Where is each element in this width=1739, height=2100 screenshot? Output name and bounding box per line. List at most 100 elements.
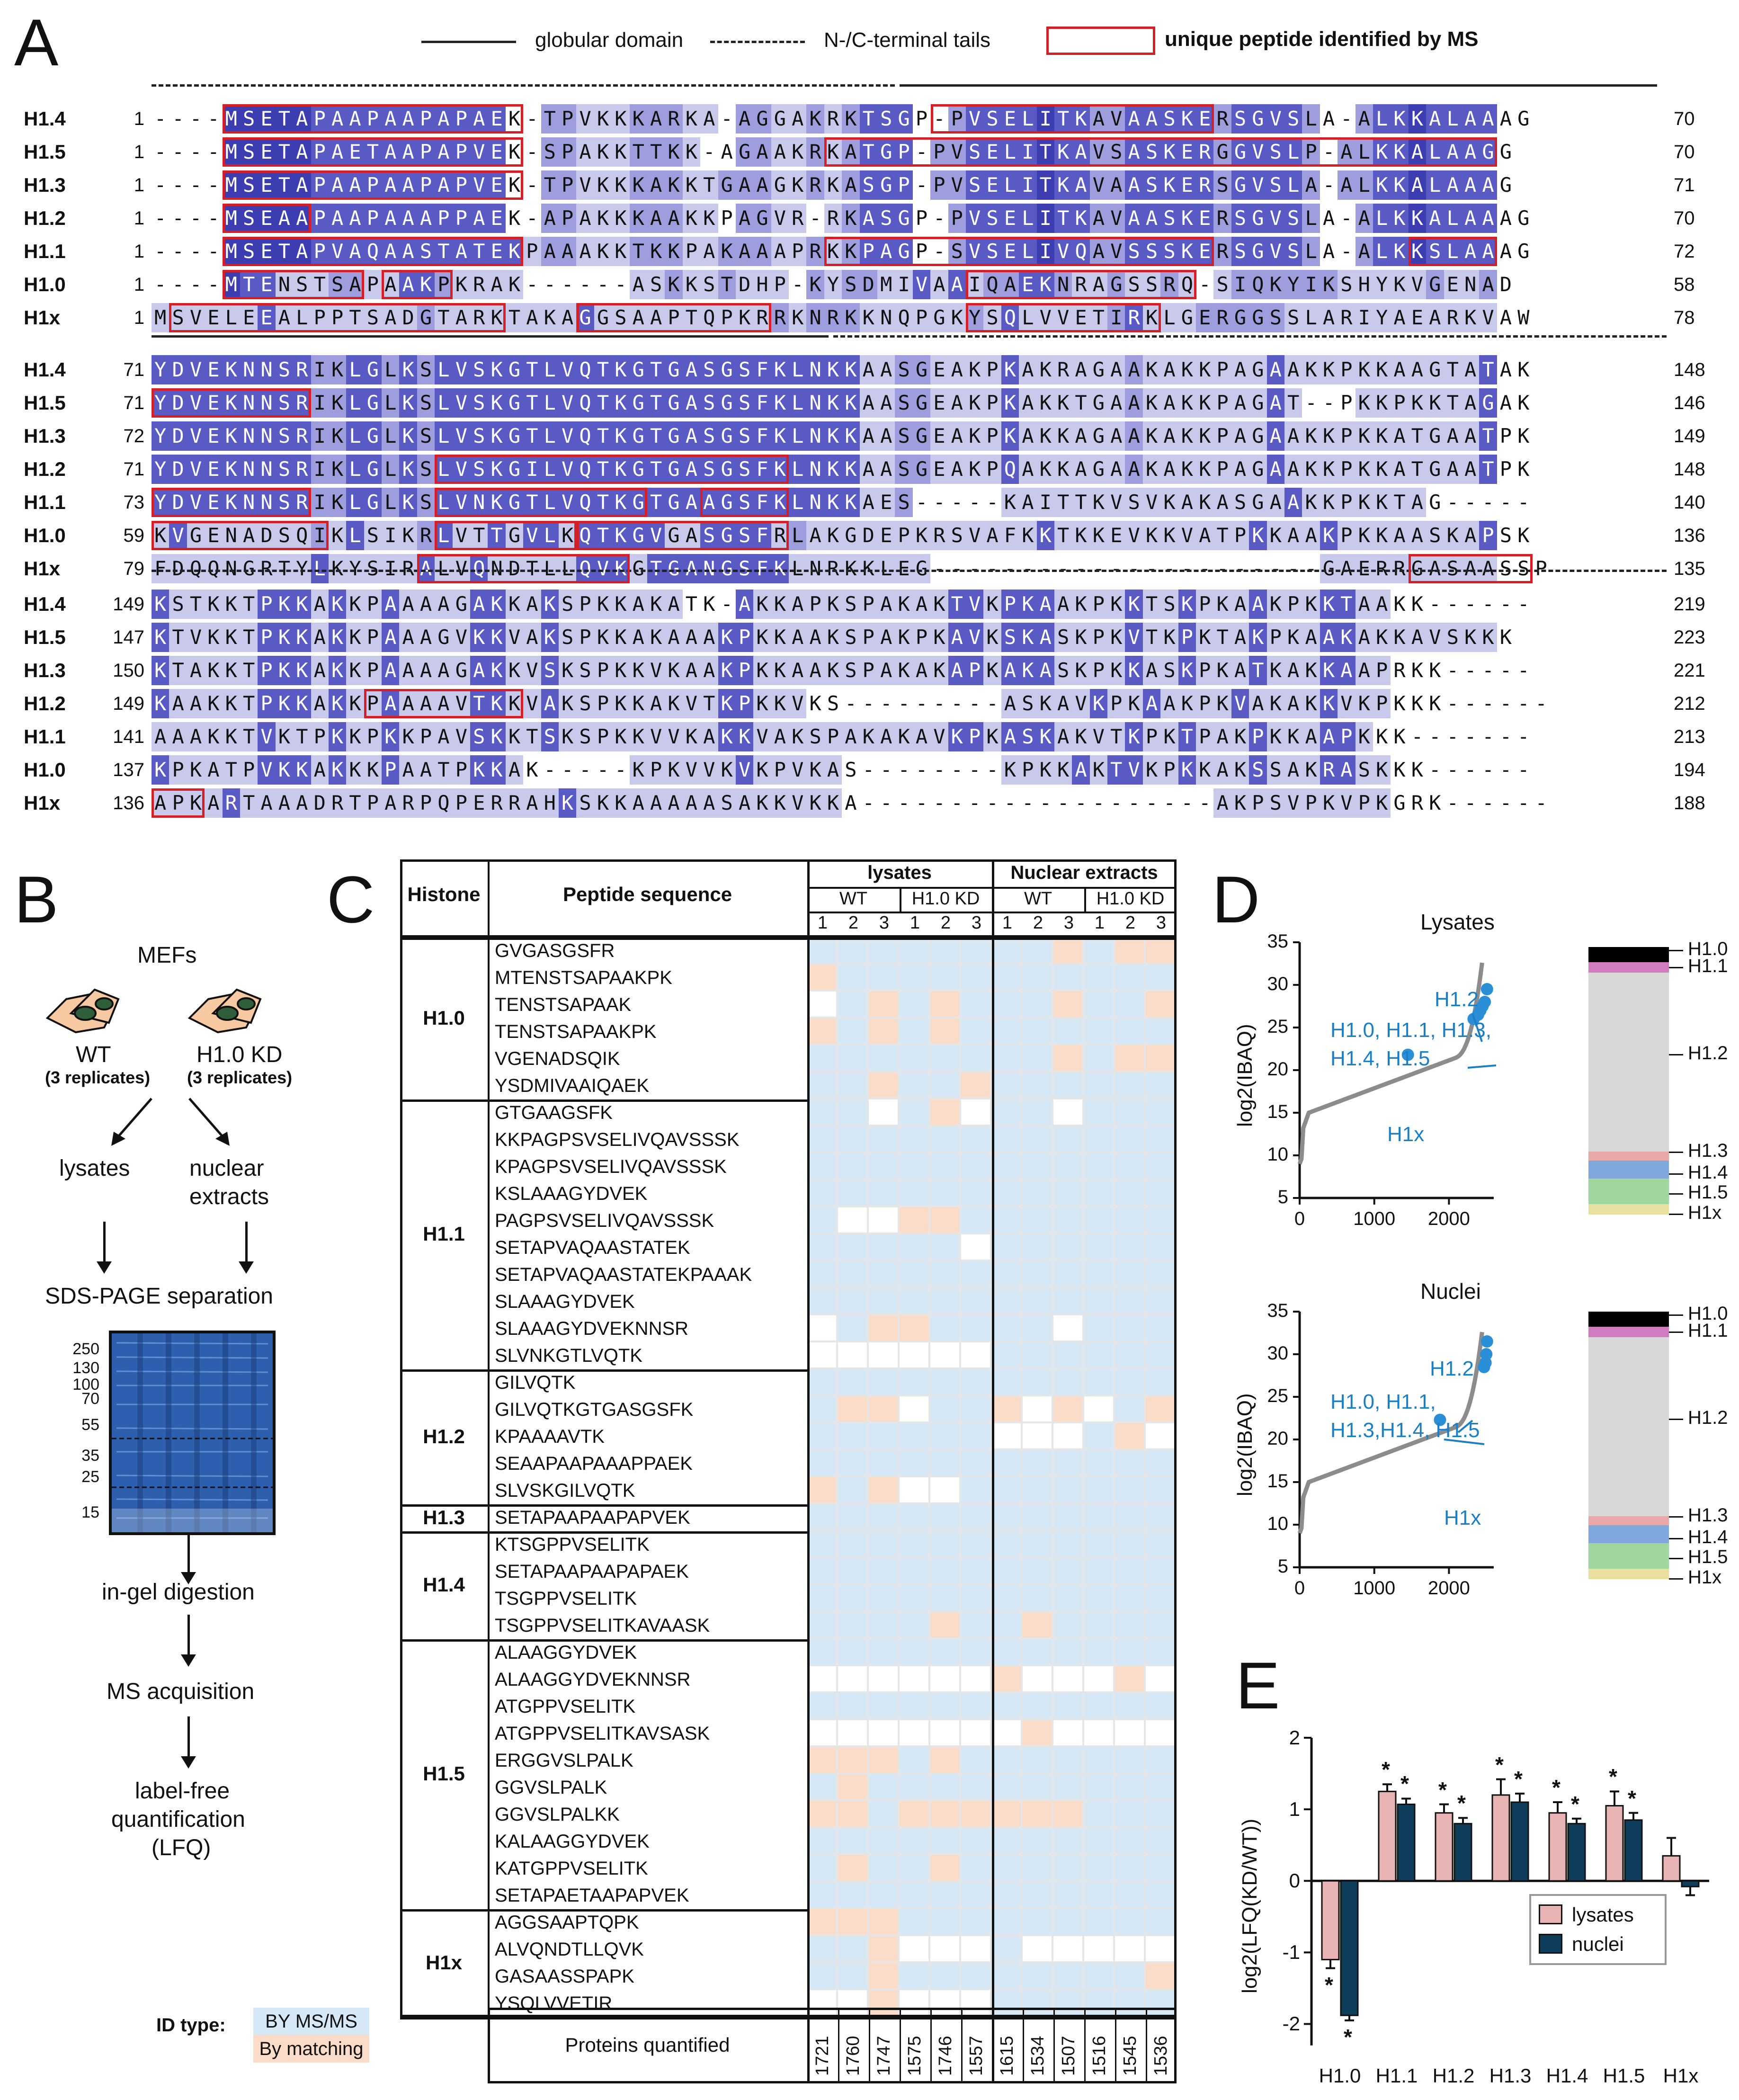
residue: S xyxy=(1054,656,1072,685)
residue: S xyxy=(576,689,594,718)
residue: S xyxy=(417,237,435,266)
residue: K xyxy=(293,689,311,718)
detection-cell xyxy=(961,1072,992,1099)
composition-segment xyxy=(1588,1543,1669,1569)
residue: K xyxy=(806,270,824,299)
residue: A xyxy=(1461,355,1480,384)
residue: K xyxy=(912,521,931,550)
detection-cell xyxy=(1115,1315,1146,1342)
residue: I xyxy=(1107,303,1125,332)
detection-cell xyxy=(1084,1450,1115,1477)
residue: S xyxy=(1142,170,1161,200)
residue: L xyxy=(1001,170,1019,200)
detection-cell xyxy=(1146,1396,1177,1423)
detection-cell xyxy=(900,1936,930,1963)
residue: K xyxy=(965,388,984,418)
histone-annotation: H1.2 xyxy=(1430,1357,1474,1380)
detection-cell xyxy=(1084,1612,1115,1639)
detection-cell xyxy=(961,1396,992,1423)
residue: A xyxy=(346,237,364,266)
gel-marker-label: 100 xyxy=(72,1376,99,1394)
residue: A xyxy=(558,303,577,332)
detection-cell xyxy=(961,1720,992,1747)
residue: A xyxy=(505,755,524,785)
residue: A xyxy=(1001,722,1019,751)
residue: - xyxy=(544,758,556,781)
residue: - xyxy=(1199,557,1211,580)
detection-cell xyxy=(992,1666,1023,1693)
residue: K xyxy=(965,455,984,484)
x-tick-label: 2000 xyxy=(1427,1208,1470,1229)
residue: D xyxy=(258,521,276,550)
residue: G xyxy=(1426,455,1444,484)
residue: N xyxy=(240,355,258,384)
residue: E xyxy=(205,421,223,451)
detection-cell xyxy=(900,1720,930,1747)
residue: T xyxy=(1107,722,1125,751)
residue: K xyxy=(665,689,683,718)
residue: A xyxy=(1479,554,1497,583)
residue: Q xyxy=(983,270,1001,299)
residue: - xyxy=(1499,491,1512,514)
composition-label: H1.4 xyxy=(1688,1162,1728,1183)
detection-cell xyxy=(992,1019,1023,1046)
detection-cell xyxy=(1023,1639,1053,1666)
residue: - xyxy=(1482,758,1494,781)
residue: K xyxy=(1231,788,1249,818)
residue: V xyxy=(1107,488,1125,517)
detection-cell xyxy=(900,938,930,965)
residue: P xyxy=(435,204,453,233)
residue: K xyxy=(346,689,364,718)
residue: I xyxy=(311,455,329,484)
residue: S xyxy=(1517,557,1530,580)
residue: K xyxy=(842,388,860,418)
residue: K xyxy=(1125,590,1143,619)
residue: A xyxy=(735,590,754,619)
residue: K xyxy=(842,554,860,583)
residue: T xyxy=(346,303,364,332)
residue: E xyxy=(205,455,223,484)
residue: A xyxy=(1231,455,1249,484)
residue: T xyxy=(169,656,187,685)
detection-cell xyxy=(961,1180,992,1207)
residue: P xyxy=(895,137,913,167)
residue: L xyxy=(1302,204,1320,233)
y-tick-label: 35 xyxy=(1267,931,1289,952)
residue: K xyxy=(1411,659,1424,682)
residue: A xyxy=(382,137,400,167)
residue: A xyxy=(1302,521,1320,550)
residue: T xyxy=(1054,104,1072,134)
residue: - xyxy=(1499,659,1512,682)
residue: L xyxy=(1444,204,1462,233)
residue: T xyxy=(594,355,612,384)
residue: K xyxy=(1355,488,1373,517)
detection-cell xyxy=(1115,1558,1146,1585)
peptide-seq: TSGPPVSELITKAVAASK xyxy=(495,1615,710,1636)
aln-row-name: H1x xyxy=(24,557,61,580)
residue: T xyxy=(682,303,701,332)
residue: - xyxy=(915,491,928,514)
detection-cell xyxy=(900,1639,930,1666)
residue: K xyxy=(222,421,240,451)
residue: A xyxy=(382,237,400,266)
aln-row-start: 149 xyxy=(113,693,144,714)
residue: - xyxy=(1199,273,1211,296)
residue: V xyxy=(594,554,612,583)
residue: P xyxy=(311,303,329,332)
residue: A xyxy=(470,590,488,619)
residue: S xyxy=(1019,722,1037,751)
detection-cell xyxy=(1053,1774,1084,1801)
significance-star: * xyxy=(1495,1752,1504,1777)
detection-cell xyxy=(807,1126,838,1153)
residue: - xyxy=(1340,107,1353,130)
unique-peptide-box xyxy=(576,303,771,332)
unique-peptide-box xyxy=(1409,237,1498,266)
residue: A xyxy=(1266,355,1284,384)
digestion-label: in-gel digestion xyxy=(102,1580,255,1605)
residue: S xyxy=(470,722,488,751)
detection-cell xyxy=(961,1963,992,1990)
detection-cell xyxy=(838,1099,869,1126)
residue: A xyxy=(169,722,187,751)
residue: S xyxy=(1249,755,1267,785)
residue: E xyxy=(258,204,276,233)
